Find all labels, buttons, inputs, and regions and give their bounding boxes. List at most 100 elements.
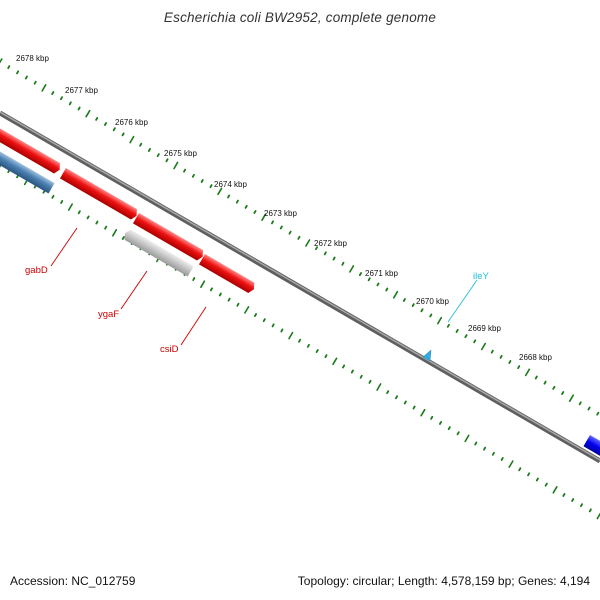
- inner-scale-ring: [0, 164, 600, 520]
- minor-tick: [280, 328, 284, 333]
- cds-reverse-block[interactable]: [0, 148, 55, 194]
- minor-tick: [402, 297, 406, 302]
- minor-tick: [411, 303, 415, 308]
- minor-tick: [342, 364, 346, 369]
- minor-tick: [464, 334, 468, 339]
- major-tick: [508, 460, 514, 468]
- minor-tick: [192, 277, 196, 282]
- major-tick: [200, 280, 206, 289]
- minor-tick: [77, 106, 81, 111]
- minor-tick: [7, 65, 11, 70]
- minor-tick: [490, 349, 494, 354]
- minor-tick: [517, 365, 521, 370]
- major-tick: [524, 368, 531, 377]
- minor-tick: [376, 282, 380, 287]
- minor-tick: [385, 287, 389, 292]
- cds-csid-block[interactable]: [132, 213, 206, 262]
- major-tick: [67, 203, 73, 211]
- minor-tick: [24, 75, 28, 80]
- minor-tick: [253, 313, 258, 318]
- genome-summary-text: Topology: circular; Length: 4,578,159 bp…: [297, 574, 590, 588]
- minor-tick: [270, 220, 275, 225]
- gene-label-gabd[interactable]: gabD: [25, 265, 48, 276]
- scale-label-2675: 2675 kbp: [164, 149, 197, 158]
- minor-tick: [297, 235, 301, 240]
- minor-tick: [386, 390, 390, 395]
- major-tick: [552, 485, 558, 494]
- gene-label-ygaf[interactable]: ygaF: [98, 309, 119, 320]
- major-tick: [41, 84, 47, 92]
- minor-tick: [430, 415, 434, 420]
- minor-tick: [447, 426, 451, 431]
- scale-label-2668: 2668 kbp: [519, 353, 552, 362]
- trna-ileY-marker[interactable]: [422, 349, 432, 362]
- minor-tick: [68, 101, 72, 106]
- minor-tick: [253, 210, 257, 214]
- cds-small-block[interactable]: [198, 254, 257, 294]
- minor-tick: [121, 132, 125, 137]
- scale-label-2670: 2670 kbp: [416, 297, 449, 306]
- minor-tick: [562, 492, 566, 497]
- minor-tick: [438, 420, 443, 425]
- minor-tick: [200, 178, 204, 183]
- minor-tick: [112, 127, 116, 132]
- csid-leader: [180, 306, 207, 346]
- cds-gabd-block[interactable]: [0, 126, 63, 175]
- major-tick: [173, 161, 179, 170]
- scale-label-2677: 2677 kbp: [65, 86, 98, 95]
- minor-tick: [455, 328, 459, 333]
- ileY-leader: [447, 279, 478, 323]
- minor-tick: [51, 91, 55, 95]
- scale-label-2674: 2674 kbp: [214, 180, 247, 189]
- minor-tick: [571, 498, 575, 503]
- minor-tick: [412, 405, 416, 410]
- major-tick: [376, 383, 382, 391]
- major-tick: [596, 512, 600, 520]
- major-tick: [85, 109, 91, 118]
- cds-ygaf-block[interactable]: [59, 168, 140, 221]
- minor-tick: [314, 246, 319, 251]
- map-title: Escherichia coli BW2952, complete genome: [163, 10, 437, 25]
- ygaf-leader: [120, 270, 148, 310]
- minor-tick: [324, 354, 328, 359]
- major-tick: [112, 229, 118, 237]
- minor-tick: [16, 70, 20, 75]
- minor-tick: [358, 272, 363, 277]
- minor-tick: [403, 400, 407, 405]
- minor-tick: [456, 431, 460, 436]
- minor-tick: [535, 477, 539, 482]
- minor-tick: [518, 467, 522, 472]
- pseudo-gene-block[interactable]: [122, 228, 194, 277]
- minor-tick: [271, 323, 275, 328]
- minor-tick: [543, 380, 547, 385]
- minor-tick: [429, 313, 433, 318]
- minor-tick: [262, 318, 266, 323]
- major-tick: [332, 357, 338, 366]
- minor-tick: [227, 297, 231, 302]
- minor-tick: [183, 168, 187, 173]
- minor-tick: [33, 80, 37, 85]
- genome-backbone-highlight: [0, 111, 600, 461]
- gene-label-ileY[interactable]: ileY: [473, 271, 490, 282]
- minor-tick: [315, 349, 319, 354]
- outer-scale-ring: [0, 58, 600, 416]
- gabd-leader: [50, 227, 78, 267]
- minor-tick: [394, 395, 399, 400]
- major-tick: [217, 187, 223, 196]
- scale-label-2669: 2669 kbp: [468, 324, 501, 333]
- gene-label-csid[interactable]: csiD: [160, 344, 179, 355]
- minor-tick: [86, 215, 90, 220]
- minor-tick: [367, 277, 371, 282]
- major-tick: [392, 290, 399, 299]
- minor-tick: [244, 204, 248, 209]
- minor-tick: [298, 338, 302, 343]
- major-tick: [464, 434, 470, 443]
- minor-tick: [527, 472, 531, 477]
- minor-tick: [359, 374, 363, 379]
- minor-tick: [341, 261, 345, 266]
- minor-tick: [51, 194, 55, 199]
- minor-tick: [534, 375, 538, 380]
- major-tick: [480, 342, 487, 351]
- major-tick: [420, 408, 426, 417]
- minor-tick: [279, 225, 283, 230]
